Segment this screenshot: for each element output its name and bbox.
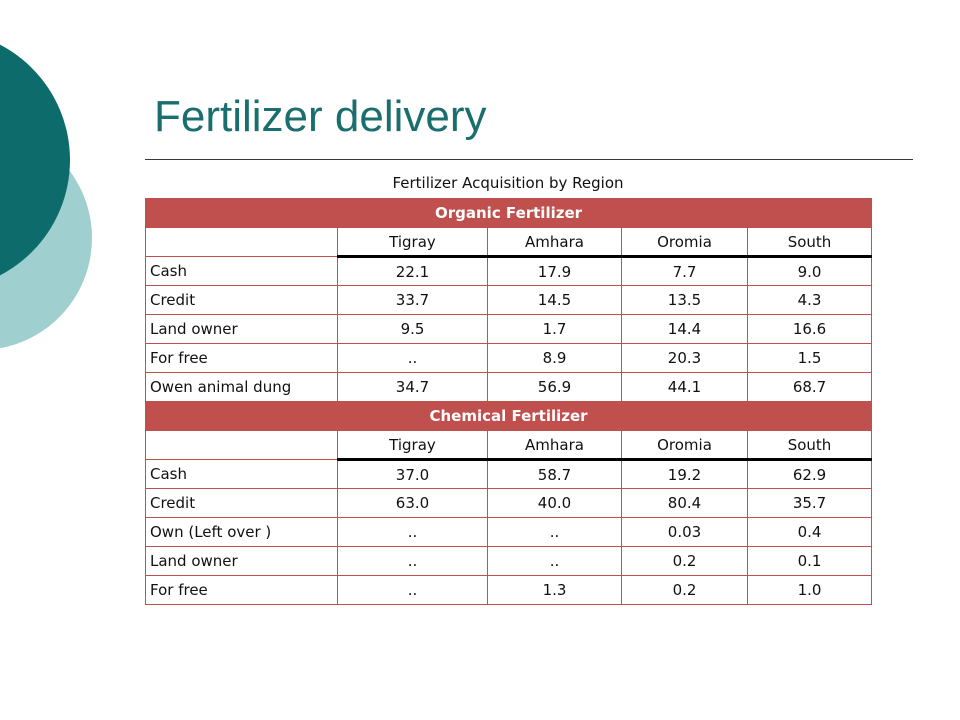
section-header-chemical: Chemical Fertilizer (144, 401, 873, 431)
table-cell: 56.9 (487, 372, 622, 402)
table-row: Credit 33.7 14.5 13.5 4.3 (145, 285, 873, 315)
column-header-oromia: Oromia (621, 430, 748, 461)
table-cell: 35.7 (746, 488, 873, 518)
column-header-row: Tigray Amhara Oromia South (145, 227, 873, 258)
row-label: Land owner (145, 314, 338, 344)
table-cell: 0.2 (621, 575, 748, 605)
table-cell: .. (487, 517, 622, 547)
table-cell: 1.3 (487, 575, 622, 605)
row-label: Own (Left over ) (145, 517, 338, 547)
table-caption: Fertilizer Acquisition by Region (392, 174, 624, 192)
table-row: Cash 22.1 17.9 7.7 9.0 (145, 256, 873, 286)
table-cell: 4.3 (746, 285, 873, 315)
column-header-tigray: Tigray (337, 430, 488, 461)
column-header-row: Tigray Amhara Oromia South (145, 430, 873, 461)
table-cell: 44.1 (621, 372, 748, 402)
row-label: For free (145, 343, 338, 373)
table-cell: 16.6 (746, 314, 873, 344)
table-cell: .. (487, 546, 622, 576)
table-cell: 20.3 (621, 343, 748, 373)
table-cell: 9.0 (746, 256, 873, 286)
column-header-oromia: Oromia (621, 227, 748, 258)
row-label: Credit (145, 488, 338, 518)
column-header-amhara: Amhara (487, 227, 622, 258)
table-cell: 1.7 (487, 314, 622, 344)
table-row: Land owner .. .. 0.2 0.1 (145, 546, 873, 576)
row-label: Credit (145, 285, 338, 315)
column-header-south: South (746, 227, 873, 258)
table-cell: 1.5 (746, 343, 873, 373)
table-cell: .. (337, 517, 488, 547)
slide-title: Fertilizer delivery (154, 92, 487, 141)
column-header-tigray: Tigray (337, 227, 488, 258)
column-header-south: South (746, 430, 873, 461)
table-cell: 17.9 (487, 256, 622, 286)
table-cell: .. (337, 546, 488, 576)
table-cell: 58.7 (487, 459, 622, 489)
table-row: Land owner 9.5 1.7 14.4 16.6 (145, 314, 873, 344)
table-row: Own (Left over ) .. .. 0.03 0.4 (145, 517, 873, 547)
table-cell: 8.9 (487, 343, 622, 373)
table-cell: 0.1 (746, 546, 873, 576)
table-cell: 0.2 (621, 546, 748, 576)
table-row: For free .. 8.9 20.3 1.5 (145, 343, 873, 373)
table-row: Owen animal dung 34.7 56.9 44.1 68.7 (145, 372, 873, 402)
table-cell: 0.03 (621, 517, 748, 547)
header-blank-cell (145, 430, 338, 460)
table-cell: 63.0 (337, 488, 488, 518)
table-cell: 1.0 (746, 575, 873, 605)
dark-teal-circle (0, 44, 70, 276)
table-cell: 0.4 (746, 517, 873, 547)
title-divider (145, 159, 913, 160)
table-cell: 7.7 (621, 256, 748, 286)
row-label: Cash (145, 256, 338, 286)
section-title: Chemical Fertilizer (144, 401, 873, 431)
row-label: Cash (145, 459, 338, 489)
fertilizer-table: Organic Fertilizer Tigray Amhara Oromia … (144, 198, 873, 605)
header-blank-cell (145, 227, 338, 257)
table-cell: 68.7 (746, 372, 873, 402)
row-label: Land owner (145, 546, 338, 576)
table-row: For free .. 1.3 0.2 1.0 (145, 575, 873, 605)
table-row: Credit 63.0 40.0 80.4 35.7 (145, 488, 873, 518)
column-header-amhara: Amhara (487, 430, 622, 461)
table-cell: .. (337, 575, 488, 605)
table-cell: 62.9 (746, 459, 873, 489)
table-cell: 13.5 (621, 285, 748, 315)
table-cell: 40.0 (487, 488, 622, 518)
decorative-circles (0, 44, 92, 349)
row-label: Owen animal dung (145, 372, 338, 402)
table-cell: 37.0 (337, 459, 488, 489)
table-cell: 14.4 (621, 314, 748, 344)
table-cell: 9.5 (337, 314, 488, 344)
table-row: Cash 37.0 58.7 19.2 62.9 (145, 459, 873, 489)
row-label: For free (145, 575, 338, 605)
table-cell: .. (337, 343, 488, 373)
table-cell: 19.2 (621, 459, 748, 489)
table-cell: 33.7 (337, 285, 488, 315)
table-cell: 34.7 (337, 372, 488, 402)
section-header-organic: Organic Fertilizer (144, 198, 873, 228)
section-title: Organic Fertilizer (144, 198, 873, 228)
table-cell: 14.5 (487, 285, 622, 315)
table-cell: 22.1 (337, 256, 488, 286)
table-cell: 80.4 (621, 488, 748, 518)
